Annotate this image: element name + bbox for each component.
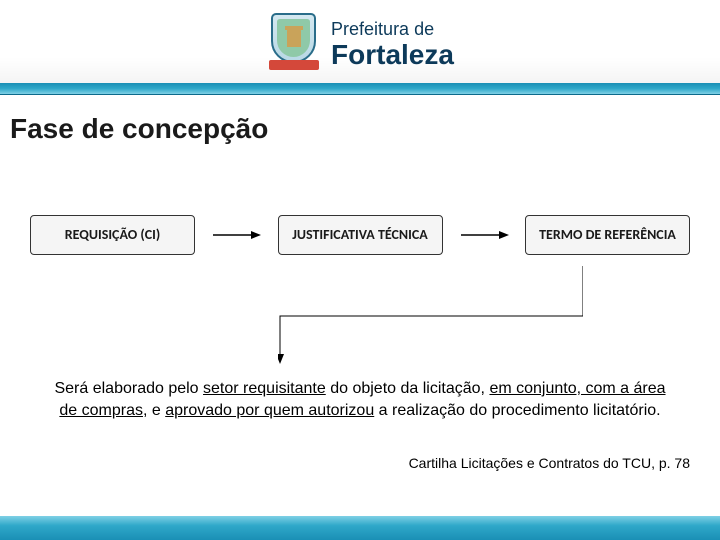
body-part-2: do objeto da licitação, <box>326 380 490 397</box>
arrow-icon <box>211 228 261 242</box>
slide-title: Fase de concepção <box>0 95 720 145</box>
flow-node-termo: TERMO DE REFERÊNCIA <box>525 215 690 255</box>
flowchart: REQUISIÇÃO (CI) JUSTIFICATIVA TÉCNICA TE… <box>0 145 720 255</box>
org-line2: Fortaleza <box>331 40 454 71</box>
body-part-1: setor requisitante <box>203 380 326 397</box>
header: Prefeitura de Fortaleza <box>0 0 720 95</box>
body-part-0: Será elaborado pelo <box>54 380 203 397</box>
citation-text: Cartilha Licitações e Contratos do TCU, … <box>280 455 690 471</box>
arrow-icon <box>459 228 509 242</box>
header-org-text: Prefeitura de Fortaleza <box>331 20 454 71</box>
flow-node-requisicao: REQUISIÇÃO (CI) <box>30 215 195 255</box>
org-line1: Prefeitura de <box>331 20 454 40</box>
connector-arrow-icon <box>278 266 583 366</box>
header-divider-bar <box>0 83 720 95</box>
body-part-6: a realização do procedimento licitatório… <box>374 402 660 419</box>
body-part-4: , e <box>143 402 165 419</box>
shield-icon <box>266 13 321 78</box>
body-part-5: aprovado por quem autorizou <box>165 402 374 419</box>
flow-node-justificativa: JUSTIFICATIVA TÉCNICA <box>278 215 443 255</box>
body-paragraph: Será elaborado pelo setor requisitante d… <box>45 378 675 421</box>
header-logo: Prefeitura de Fortaleza <box>266 13 454 78</box>
footer-bar <box>0 516 720 540</box>
